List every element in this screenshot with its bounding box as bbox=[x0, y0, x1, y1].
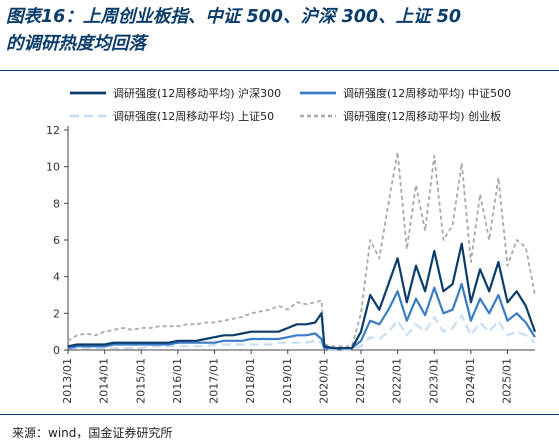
x-tick-label: 2019/01 bbox=[281, 358, 294, 404]
source-note: 来源：wind，国金证券研究所 bbox=[12, 426, 173, 440]
y-tick-label: 0 bbox=[53, 344, 60, 357]
title-divider bbox=[0, 70, 559, 71]
legend-label-0: 调研强度(12周移动平均) 沪深300 bbox=[113, 86, 281, 100]
x-tick-label: 2021/01 bbox=[354, 358, 367, 404]
series-line-3 bbox=[67, 151, 536, 348]
x-tick-label: 2024/01 bbox=[464, 358, 477, 404]
footer-divider bbox=[0, 414, 559, 415]
series-line-1 bbox=[67, 282, 536, 350]
x-tick-label: 2025/01 bbox=[501, 358, 514, 404]
x-tick-label: 2017/01 bbox=[208, 358, 221, 404]
chart-title: 图表16：上周创业板指、中证 500、沪深 300、上证 50 的调研热度均回落 bbox=[6, 4, 551, 58]
series-line-0 bbox=[67, 242, 537, 350]
series-line-2 bbox=[68, 314, 536, 352]
y-tick-label: 2 bbox=[53, 307, 60, 320]
x-tick-label: 2018/01 bbox=[244, 358, 257, 404]
x-tick-label: 2015/01 bbox=[134, 358, 147, 404]
x-tick-label: 2022/01 bbox=[391, 358, 404, 404]
x-tick-label: 2020/01 bbox=[317, 358, 330, 404]
y-tick-label: 12 bbox=[46, 124, 60, 137]
y-tick-label: 6 bbox=[53, 234, 60, 247]
x-tick-label: 2023/01 bbox=[427, 358, 440, 404]
title-line-1: 图表16：上周创业板指、中证 500、沪深 300、上证 50 bbox=[6, 7, 462, 27]
y-tick-label: 10 bbox=[46, 161, 60, 174]
x-tick-label: 2014/01 bbox=[98, 358, 111, 404]
legend-label-3: 调研强度(12周移动平均) 创业板 bbox=[343, 109, 501, 123]
x-tick-label: 2016/01 bbox=[171, 358, 184, 404]
y-tick-label: 8 bbox=[53, 197, 60, 210]
x-tick-label: 2013/01 bbox=[61, 358, 74, 404]
legend-label-2: 调研强度(12周移动平均) 上证50 bbox=[113, 109, 274, 123]
y-tick-label: 4 bbox=[53, 271, 60, 284]
legend-label-1: 调研强度(12周移动平均) 中证500 bbox=[343, 86, 511, 100]
title-line-2: 的调研热度均回落 bbox=[6, 34, 146, 54]
